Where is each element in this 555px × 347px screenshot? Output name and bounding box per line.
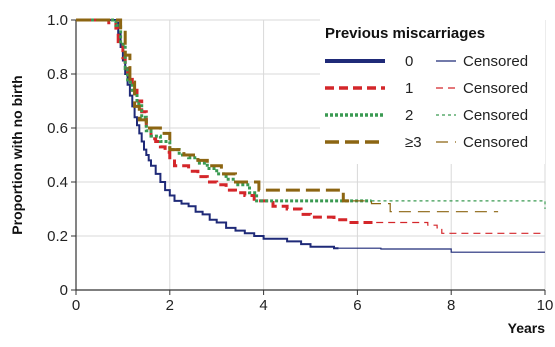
y-tick-label: 0.4 (47, 174, 68, 191)
series-line (76, 18, 372, 203)
x-axis-title: Years (508, 320, 546, 336)
axis-layer: Proportion with no birth Years (9, 20, 545, 336)
series-censored-line (376, 221, 545, 234)
legend-censored-label: Censored (463, 53, 528, 70)
x-tick-label: 4 (259, 297, 267, 314)
legend-label: 2 (405, 107, 413, 124)
series-3 (76, 18, 499, 213)
y-tick-label: 0.8 (47, 66, 68, 83)
y-tick-label: 0 (60, 282, 68, 299)
legend-label: 1 (405, 80, 413, 97)
series-0 (76, 19, 545, 253)
series-line (76, 18, 353, 203)
legend-label: 0 (405, 53, 413, 70)
series-censored-line (371, 200, 546, 209)
series-censored-line (352, 200, 499, 213)
series-line (76, 19, 339, 250)
legend-title: Previous miscarriages (325, 25, 485, 42)
x-tick-label: 10 (537, 297, 554, 314)
x-tick-label: 8 (447, 297, 455, 314)
x-tick-label: 0 (72, 297, 80, 314)
x-tick-label: 2 (166, 297, 174, 314)
y-tick-label: 0.6 (47, 120, 68, 137)
legend-censored-label: Censored (463, 107, 528, 124)
x-tick-label: 6 (353, 297, 361, 314)
legend-censored-label: Censored (463, 80, 528, 97)
tick-layer: 00.20.40.60.81.00 2 4 6 8 10 (47, 12, 553, 314)
series-2 (76, 18, 546, 209)
y-tick-label: 1.0 (47, 12, 68, 29)
legend: Previous miscarriages 0 Censored 1 Censored… (320, 14, 545, 164)
legend-label: ≥3 (405, 134, 422, 151)
series-censored-line (338, 247, 545, 253)
legend-censored-label: Censored (463, 134, 528, 151)
y-axis-title: Proportion with no birth (9, 75, 25, 234)
series-layer (76, 18, 546, 253)
y-tick-label: 0.2 (47, 228, 68, 245)
